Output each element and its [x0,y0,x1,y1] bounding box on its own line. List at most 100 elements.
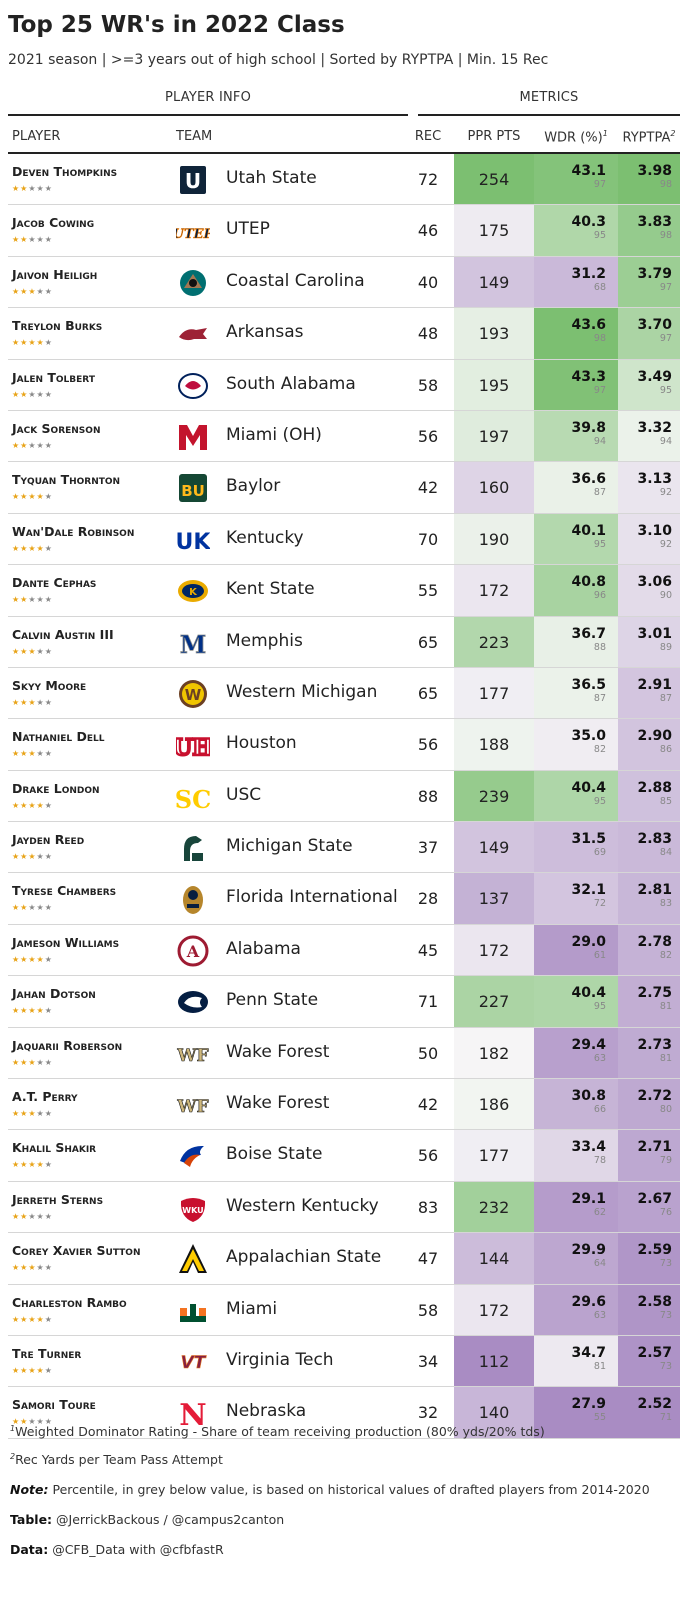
team-name: Western Kentucky [226,1195,379,1216]
star-filled-icon: ★ [20,389,29,399]
star-empty-icon: ★ [36,749,45,759]
western-michigan-logo: W [179,679,207,708]
ryptpa-value: 3.32 [637,419,672,436]
wdr-value: 29.4 [571,1036,606,1053]
wdr-cell: 40.1 95 [534,513,618,565]
star-empty-icon: ★ [36,697,45,707]
wdr-percentile: 96 [593,590,606,602]
star-empty-icon: ★ [44,1160,53,1170]
star-filled-icon: ★ [12,235,21,245]
star-rating: ★★★★★ [12,1263,53,1272]
star-filled-icon: ★ [28,1057,37,1067]
player-name: Charleston Rambo [12,1294,127,1310]
team-name: Miami (OH) [226,424,322,445]
table-row: Nathaniel Dell ★★★★★ UH Houston 56 188 35.0 82 2… [8,719,680,771]
page-subtitle: 2021 season | >=3 years out of high scho… [8,52,549,68]
star-filled-icon: ★ [12,749,21,759]
team-name: UTEP [226,219,270,240]
table-row: Jayden Reed ★★★★★ Michigan State 37 149 31.5 6… [8,822,680,874]
ryptpa-cell: 3.70 97 [618,308,680,359]
wdr-percentile: 82 [593,744,606,756]
wdr-value: 40.4 [571,779,606,796]
table-row: Calvin Austin III ★★★★★ M Memphis 65 223 36.7 8… [8,616,680,668]
star-rating: ★★★★★ [12,544,53,553]
virginia-tech-logo: VT [180,1353,207,1374]
star-empty-icon: ★ [36,595,45,605]
star-empty-icon: ★ [44,1109,53,1119]
table-row: Tyquan Thornton ★★★★★ BU Baylor 42 160 36.6 87 3… [8,462,680,514]
player-name: Jacob Cowing [12,215,95,231]
ryptpa-percentile: 92 [659,487,672,499]
wdr-percentile: 97 [593,384,606,396]
wdr-value: 39.8 [571,419,606,436]
ryptpa-percentile: 81 [659,1001,672,1013]
ryptpa-percentile: 98 [659,230,672,242]
table-row: Jahan Dotson ★★★★★ Penn State 71 227 40.4 95 2.… [8,976,680,1028]
star-empty-icon: ★ [36,1211,45,1221]
star-filled-icon: ★ [20,543,29,553]
wdr-cell: 39.8 94 [534,410,618,462]
wdr-percentile: 55 [593,1412,606,1424]
footnote-1-text: Weighted Dominator Rating - Share of tea… [15,1424,545,1440]
star-empty-icon: ★ [36,286,45,296]
rec-cell: 42 [417,478,439,498]
star-filled-icon: ★ [12,1263,21,1273]
ppr-cell: 190 [454,513,534,565]
ppr-column-header: PPR PTS [467,129,521,144]
ryptpa-percentile: 95 [659,384,672,396]
ppr-cell: 197 [454,410,534,462]
footnote-1-mark: 1 [10,1424,16,1433]
star-filled-icon: ★ [28,1160,37,1170]
team-name: Alabama [226,938,301,959]
rec-cell: 83 [417,1197,439,1217]
ryptpa-percentile: 97 [659,281,672,293]
footnote-2-mark: 2 [10,1452,16,1461]
table-row: Samori Toure ★★★★★ N Nebraska 32 140 27.9 55 2.5… [8,1387,680,1439]
metrics-spanner: METRICS [418,86,680,116]
star-empty-icon: ★ [36,1263,45,1273]
wdr-cell: 31.5 69 [534,822,618,873]
star-filled-icon: ★ [28,1006,37,1016]
ryptpa-percentile: 97 [659,333,672,345]
player-name: Corey Xavier Sutton [12,1243,141,1259]
ppr-cell: 140 [454,1387,534,1438]
wdr-percentile: 95 [593,795,606,807]
wake-forest-logo: WF [176,1045,209,1066]
wdr-value: 36.5 [571,676,606,693]
wdr-cell: 35.0 82 [534,719,618,770]
wdr-value: 36.6 [571,471,606,488]
star-empty-icon: ★ [44,1211,53,1221]
wdr-cell: 36.7 88 [534,616,618,667]
star-filled-icon: ★ [36,1160,45,1170]
star-rating: ★★★★★ [12,1212,53,1221]
wdr-cell: 27.9 55 [534,1387,618,1438]
ryptpa-value: 2.52 [637,1396,672,1413]
ryptpa-percentile: 86 [659,744,672,756]
ryptpa-value: 3.83 [637,214,672,231]
player-name: Jerreth Sterns [12,1191,104,1207]
star-filled-icon: ★ [20,1263,29,1273]
star-empty-icon: ★ [44,543,53,553]
ryptpa-value: 3.13 [637,471,672,488]
wdr-header-label: WDR (%) [544,130,603,146]
wdr-value: 27.9 [571,1396,606,1413]
star-filled-icon: ★ [28,646,37,656]
ryptpa-cell: 2.91 87 [618,667,680,719]
star-rating: ★★★★★ [12,184,53,193]
star-filled-icon: ★ [20,184,29,193]
ryptpa-value: 2.72 [637,1088,672,1105]
wdr-percentile: 78 [593,1155,606,1167]
rec-cell: 56 [417,735,439,755]
wdr-percentile: 94 [593,435,606,447]
western-kentucky-logo: WKU [180,1197,206,1222]
star-rating: ★★★★★ [12,955,53,964]
ryptpa-value: 2.71 [637,1139,672,1156]
star-empty-icon: ★ [44,184,53,193]
table-row: Jerreth Sterns ★★★★★ WKU Western Kentucky 83… [8,1181,680,1234]
team-name: Kentucky [226,527,304,548]
wdr-cell: 31.2 68 [534,256,618,308]
svg-text:N: N [179,1398,206,1430]
star-filled-icon: ★ [20,492,29,502]
kent-state-logo: K [178,580,208,603]
arkansas-logo [179,328,207,341]
